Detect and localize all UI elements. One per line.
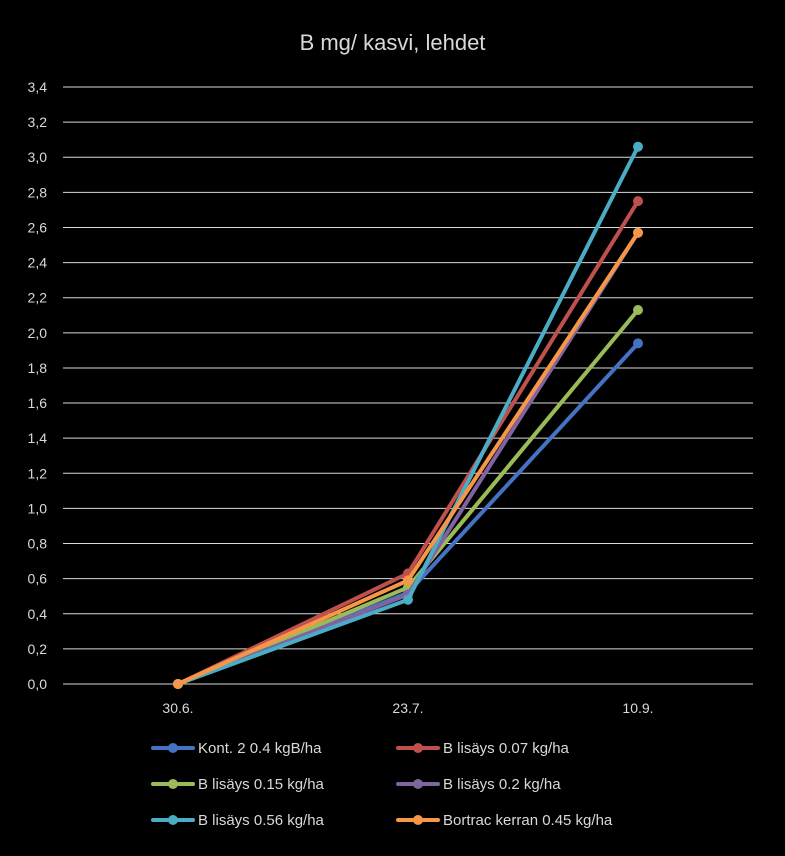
x-axis-ticks: 30.6. 23.7. 10.9. [162,700,653,716]
legend-marker [413,743,423,753]
legend-item: B lisäys 0.56 kg/ha [151,812,325,829]
y-tick-label: 2,2 [28,290,48,306]
x-tick-label: 10.9. [622,700,653,716]
legend-item: B lisäys 0.2 kg/ha [396,776,561,793]
y-tick-label: 2,8 [28,184,48,200]
legend-label: Bortrac kerran 0.45 kg/ha [443,812,613,829]
data-point [633,196,643,207]
y-tick-label: 1,0 [28,500,48,516]
legend-marker [168,743,178,753]
y-tick-label: 1,6 [28,395,48,411]
y-tick-label: 3,2 [28,114,48,130]
series-lines [173,141,643,689]
y-tick-label: 2,0 [28,325,48,341]
y-tick-label: 1,2 [28,465,48,481]
data-point [403,575,413,586]
legend-label: Kont. 2 0.4 kgB/ha [198,740,322,757]
series-2 [173,196,643,689]
y-tick-label: 0,4 [28,606,48,622]
y-axis-ticks: 0,0 0,2 0,4 0,6 0,8 1,0 1,2 1,4 1,6 1,8 2,0 2,2 2,4 2… [28,79,48,692]
series-3 [173,304,643,689]
y-tick-label: 0,0 [28,676,48,692]
legend-label: B lisäys 0.2 kg/ha [443,776,561,793]
series-line [176,230,640,686]
y-tick-label: 1,4 [28,430,48,446]
legend-marker [168,815,178,825]
x-tick-label: 23.7. [392,700,423,716]
y-tick-label: 0,2 [28,641,48,657]
legend-label: B lisäys 0.07 kg/ha [443,740,570,757]
series-6 [173,227,643,689]
legend-label: B lisäys 0.56 kg/ha [198,812,325,829]
legend-item: Bortrac kerran 0.45 kg/ha [396,812,613,829]
data-point [633,141,643,152]
legend-item: B lisäys 0.07 kg/ha [396,740,570,757]
data-point [633,338,643,349]
legend-item: B lisäys 0.15 kg/ha [151,776,325,793]
data-point [633,304,643,315]
gridlines [63,86,753,685]
legend-item: Kont. 2 0.4 kgB/ha [151,740,322,757]
chart-title: B mg/ kasvi, lehdet [299,30,486,55]
data-point [633,227,643,238]
y-tick-label: 3,4 [28,79,48,95]
legend-marker [413,815,423,825]
series-line [176,230,640,686]
legend-marker [168,779,178,789]
series-line [176,199,640,686]
y-tick-label: 1,8 [28,360,48,376]
y-tick-label: 0,8 [28,536,48,552]
legend-marker [413,779,423,789]
y-tick-label: 0,6 [28,571,48,587]
data-point [173,679,183,689]
y-tick-label: 2,4 [28,255,48,271]
series-line [176,307,640,686]
y-tick-label: 2,6 [28,219,48,235]
x-tick-label: 30.6. [162,700,193,716]
legend: Kont. 2 0.4 kgB/ha B lisäys 0.07 kg/ha B l… [151,740,613,829]
y-tick-label: 3,0 [28,149,48,165]
series-4 [173,227,643,689]
legend-label: B lisäys 0.15 kg/ha [198,776,325,793]
data-point [403,594,413,605]
